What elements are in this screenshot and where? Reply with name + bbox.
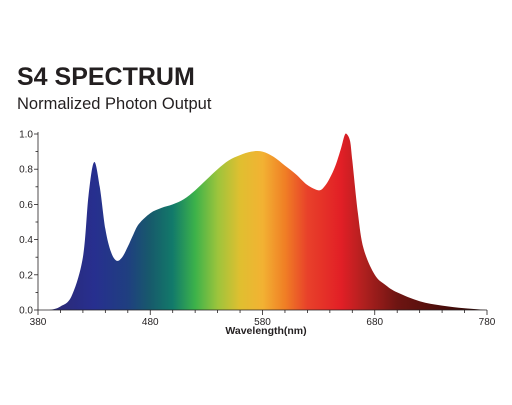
x-tick-label: 580 (254, 317, 271, 328)
chart-subtitle: Normalized Photon Output (17, 95, 212, 113)
plot-area (38, 133, 487, 310)
y-tick-label: 0.4 (19, 235, 33, 246)
y-tick-label: 0.2 (19, 270, 33, 281)
x-tick-label: 380 (30, 317, 47, 328)
y-tick-label: 0.6 (19, 200, 33, 211)
x-axis-label: Wavelength(nm) (225, 325, 306, 337)
x-tick-label: 680 (366, 317, 383, 328)
x-tick-label: 480 (142, 317, 159, 328)
y-axis-ticks: 0.0 0.2 0.4 0.6 0.8 1.0 (19, 130, 38, 317)
chart-title: S4 SPECTRUM (17, 63, 195, 91)
y-tick-label: 1.0 (19, 130, 33, 141)
x-axis-ticks: 380 480 580 680 780 (30, 310, 496, 328)
y-tick-label: 0.8 (19, 165, 33, 176)
y-tick-label: 0.0 (19, 306, 33, 317)
x-tick-label: 780 (479, 317, 496, 328)
spectrum-area (38, 133, 487, 310)
